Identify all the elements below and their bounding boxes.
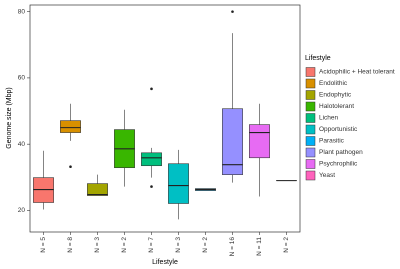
legend-label: Endophytic bbox=[319, 92, 352, 99]
legend-key bbox=[305, 67, 316, 77]
x-tick-label: N = 7 bbox=[148, 237, 155, 253]
y-axis-title: Genome size (Mbp) bbox=[6, 87, 13, 148]
x-tick-label: N = 3 bbox=[94, 237, 101, 253]
box bbox=[222, 108, 243, 175]
legend-key bbox=[305, 147, 316, 158]
y-tick-label: 40 bbox=[18, 141, 26, 148]
box bbox=[141, 152, 162, 167]
legend-key bbox=[305, 113, 316, 123]
outlier bbox=[69, 165, 72, 169]
box bbox=[168, 163, 189, 204]
legend-label: Opportunistic bbox=[319, 126, 358, 133]
x-tick-label: N = 2 bbox=[202, 237, 209, 253]
x-tick-label: N = 3 bbox=[175, 237, 182, 253]
y-tick-label: 60 bbox=[18, 75, 26, 82]
y-tick-label: 80 bbox=[18, 8, 26, 15]
x-tick-label: N = 16 bbox=[229, 237, 236, 257]
y-tick-label: 20 bbox=[18, 207, 26, 214]
legend-label: Yeast bbox=[319, 172, 335, 179]
legend-key bbox=[305, 170, 316, 181]
legend-label: Endolithic bbox=[319, 80, 348, 87]
legend-label: Psychrophilic bbox=[319, 161, 358, 168]
legend-label: Halotolerant bbox=[319, 103, 354, 110]
x-tick-label: N = 11 bbox=[256, 237, 263, 256]
x-tick-label: N = 8 bbox=[67, 237, 74, 253]
legend-key bbox=[305, 90, 316, 100]
x-tick-label: N = 5 bbox=[40, 237, 47, 253]
outlier bbox=[231, 10, 234, 13]
box bbox=[249, 124, 270, 159]
box bbox=[60, 120, 81, 133]
x-tick-label: N = 2 bbox=[121, 237, 128, 253]
x-axis-title: Lifestyle bbox=[152, 259, 178, 266]
legend-key bbox=[305, 124, 316, 135]
legend-label: Plant pathogen bbox=[319, 149, 363, 156]
legend-key bbox=[305, 78, 316, 89]
legend-key bbox=[305, 159, 316, 169]
legend-title: Lifestyle bbox=[305, 55, 331, 62]
legend-key bbox=[305, 101, 316, 112]
legend-label: Acidophilic + Heat tolerant bbox=[319, 69, 395, 76]
box bbox=[87, 183, 108, 196]
x-tick-label: N = 2 bbox=[283, 237, 290, 253]
outlier bbox=[150, 87, 153, 91]
legend-key bbox=[305, 136, 316, 146]
outlier bbox=[150, 185, 153, 188]
plot-panel bbox=[29, 4, 301, 233]
legend-label: Lichen bbox=[319, 115, 339, 122]
legend-label: Parasitic bbox=[319, 138, 345, 145]
